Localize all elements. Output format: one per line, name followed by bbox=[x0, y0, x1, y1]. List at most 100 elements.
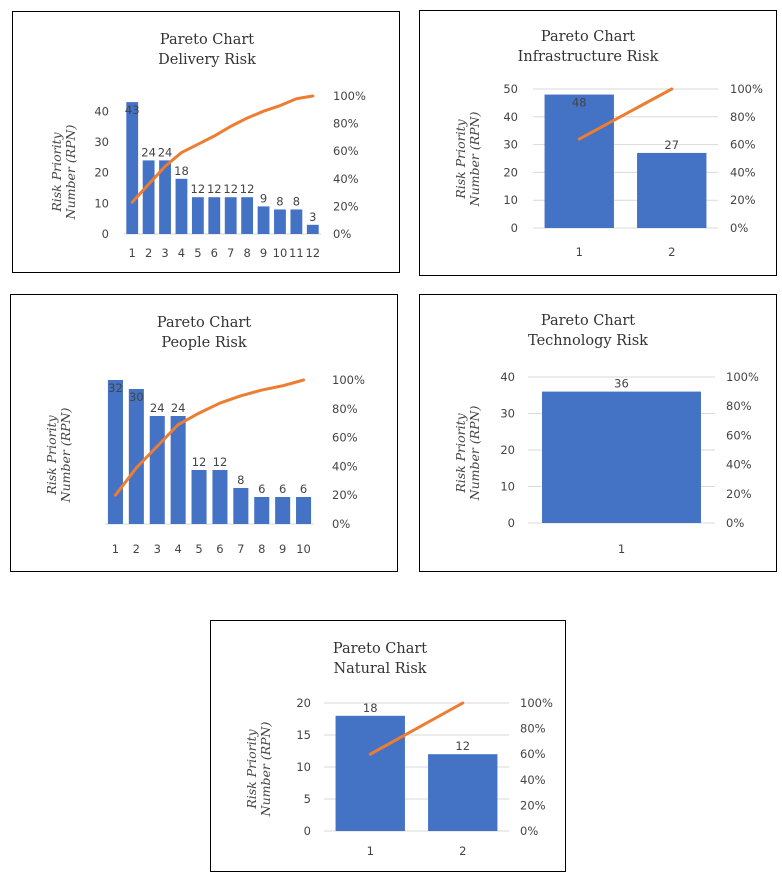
y2-tick-label: 60% bbox=[332, 431, 358, 445]
y-tick-label: 5 bbox=[304, 792, 311, 806]
y-tick-label: 10 bbox=[500, 480, 515, 494]
y-tick-label: 10 bbox=[94, 196, 109, 210]
x-tick-label: 12 bbox=[305, 246, 320, 260]
x-tick-label: 3 bbox=[154, 542, 161, 556]
bar-data-label: 18 bbox=[174, 164, 189, 178]
pareto-chart-natural-risk: Pareto Chart Natural Risk Risk Priority Num… bbox=[210, 620, 566, 872]
y2-tick-label: 100% bbox=[730, 82, 763, 96]
bar bbox=[290, 209, 303, 234]
bar bbox=[142, 160, 155, 234]
chart-subtitle: Technology Risk bbox=[528, 333, 648, 349]
bar bbox=[175, 178, 188, 234]
y2-tick-label: 20% bbox=[333, 199, 359, 213]
x-tick-label: 2 bbox=[145, 246, 152, 260]
x-tick-label: 7 bbox=[227, 246, 234, 260]
y2-tick-label: 40% bbox=[332, 459, 358, 473]
bar-data-label: 30 bbox=[129, 390, 144, 404]
y-tick-label: 40 bbox=[94, 104, 109, 118]
x-tick-label: 7 bbox=[237, 542, 244, 556]
y2-tick-label: 0% bbox=[333, 227, 351, 241]
x-tick-label: 1 bbox=[576, 245, 583, 259]
bar bbox=[107, 380, 123, 524]
pareto-chart-infrastructure-risk: Pareto Chart Infrastructure Risk Risk Prio… bbox=[419, 10, 777, 276]
bar-data-label: 24 bbox=[141, 145, 156, 159]
y2-tick-label: 80% bbox=[332, 402, 358, 416]
bar bbox=[159, 160, 171, 234]
bar bbox=[275, 497, 291, 524]
x-tick-label: 9 bbox=[279, 542, 286, 556]
y-tick-label: 10 bbox=[296, 760, 311, 774]
bar bbox=[126, 102, 139, 234]
y-tick-label: 30 bbox=[94, 135, 109, 149]
y-tick-label: 15 bbox=[296, 728, 311, 742]
cumulative-line bbox=[368, 701, 465, 756]
bar bbox=[170, 416, 186, 524]
cumulative-line bbox=[113, 378, 306, 497]
bar bbox=[233, 488, 249, 524]
bar bbox=[296, 497, 312, 524]
y-tick-label: 0 bbox=[102, 227, 109, 241]
y-axis-label: Risk Priority bbox=[44, 414, 59, 495]
chart-subtitle: People Risk bbox=[161, 335, 247, 351]
chart-subtitle: Natural Risk bbox=[333, 661, 426, 677]
y-tick-label: 0 bbox=[511, 221, 518, 235]
bar-data-label: 24 bbox=[150, 401, 165, 415]
y-tick-label: 40 bbox=[500, 370, 515, 384]
bar-data-label: 8 bbox=[293, 194, 300, 208]
y2-tick-label: 20% bbox=[332, 488, 358, 502]
x-tick-label: 8 bbox=[243, 246, 250, 260]
bar bbox=[241, 197, 254, 234]
bar-data-label: 12 bbox=[191, 182, 206, 196]
y-tick-label: 10 bbox=[503, 193, 518, 207]
y2-tick-label: 40% bbox=[520, 773, 546, 787]
bar bbox=[149, 416, 165, 524]
y2-tick-label: 0% bbox=[726, 516, 744, 530]
x-tick-label: 10 bbox=[273, 246, 288, 260]
x-tick-label: 2 bbox=[133, 542, 140, 556]
bar-data-label: 43 bbox=[125, 103, 140, 117]
y2-tick-label: 100% bbox=[726, 370, 759, 384]
y-tick-label: 30 bbox=[503, 138, 518, 152]
y-axis-label: Number (RPN) bbox=[467, 112, 482, 208]
y2-tick-label: 60% bbox=[730, 138, 756, 152]
x-tick-label: 4 bbox=[178, 246, 185, 260]
x-tick-label: 1 bbox=[618, 542, 625, 556]
y2-tick-label: 20% bbox=[730, 193, 756, 207]
y-tick-label: 40 bbox=[503, 110, 518, 124]
x-tick-label: 2 bbox=[459, 844, 466, 858]
y-tick-label: 20 bbox=[503, 165, 518, 179]
y2-tick-label: 100% bbox=[332, 373, 365, 387]
bar-data-label: 12 bbox=[207, 182, 222, 196]
x-tick-label: 3 bbox=[161, 246, 168, 260]
chart-title: Pareto Chart bbox=[160, 32, 254, 48]
bar-data-label: 12 bbox=[213, 455, 228, 469]
bar bbox=[128, 389, 144, 524]
bar-data-label: 24 bbox=[171, 401, 186, 415]
x-tick-label: 1 bbox=[129, 246, 136, 260]
y2-tick-label: 60% bbox=[520, 747, 546, 761]
chart-svg: Pareto Chart Natural Risk Risk Priority Num… bbox=[244, 641, 553, 858]
bar-data-label: 3 bbox=[309, 210, 316, 224]
bar-data-label: 36 bbox=[614, 377, 629, 391]
y-axis-label: Risk Priority bbox=[244, 728, 259, 809]
y-axis-label: Risk Priority bbox=[49, 131, 64, 212]
bar-data-label: 12 bbox=[240, 182, 255, 196]
y2-tick-label: 0% bbox=[332, 517, 350, 531]
chart-svg: Pareto Chart Delivery Risk Risk Priority Nu… bbox=[49, 32, 366, 260]
chart-title: Pareto Chart bbox=[541, 313, 635, 329]
cumulative-line bbox=[130, 94, 315, 204]
x-tick-label: 2 bbox=[668, 245, 675, 259]
bar-data-label: 18 bbox=[363, 701, 378, 715]
y-axis-label: Number (RPN) bbox=[63, 125, 78, 221]
pareto-chart-people-risk: Pareto Chart People Risk Risk Priority Numb… bbox=[10, 294, 398, 572]
x-tick-label: 1 bbox=[112, 542, 119, 556]
y-tick-label: 20 bbox=[500, 443, 515, 457]
x-tick-label: 1 bbox=[367, 844, 374, 858]
y2-tick-label: 100% bbox=[333, 89, 366, 103]
y2-tick-label: 20% bbox=[726, 487, 752, 501]
y-tick-label: 20 bbox=[94, 166, 109, 180]
x-tick-label: 6 bbox=[211, 246, 218, 260]
y2-tick-label: 80% bbox=[520, 722, 546, 736]
bar bbox=[335, 715, 405, 831]
chart-title: Pareto Chart bbox=[157, 315, 251, 331]
